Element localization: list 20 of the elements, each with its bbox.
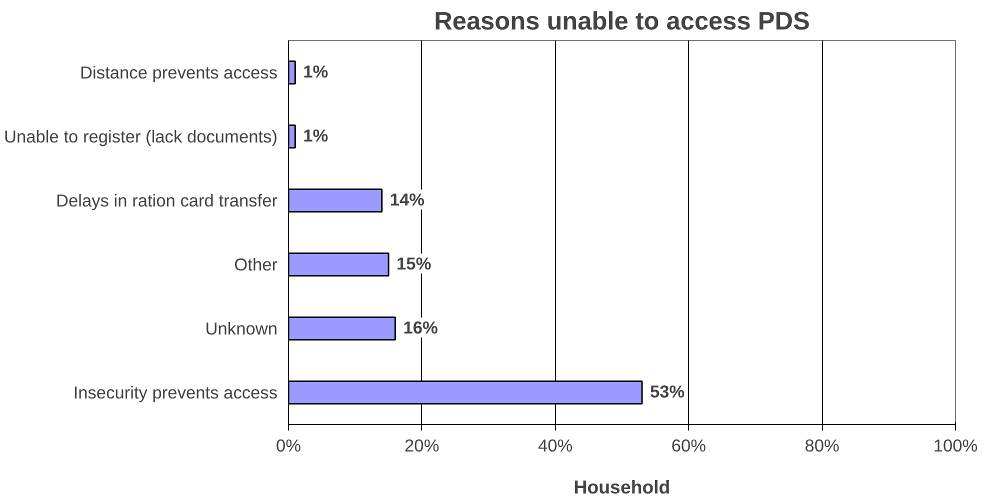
x-tick-label: 100%	[933, 436, 978, 456]
data-label: 15%	[396, 254, 432, 274]
data-label: 16%	[403, 318, 438, 338]
y-tick-label: Unknown	[205, 318, 278, 338]
x-tick-label: 0%	[276, 436, 302, 456]
y-tick-label: Unable to register (lack documents)	[4, 126, 278, 146]
y-tick-label: Insecurity prevents access	[73, 382, 278, 402]
chart-title: Reasons unable to access PDS	[434, 8, 810, 36]
x-tick-label: 40%	[538, 436, 573, 456]
x-tick-label: 20%	[404, 436, 440, 456]
x-tick-label: 60%	[671, 436, 706, 456]
data-label: 53%	[650, 382, 685, 402]
y-tick-label: Delays in ration card transfer	[56, 190, 278, 210]
y-tick-label: Distance prevents access	[80, 62, 278, 82]
x-axis-title: Household	[574, 476, 670, 498]
data-label: 1%	[303, 126, 328, 146]
x-tick-label: 80%	[804, 436, 840, 456]
data-label: 14%	[390, 190, 425, 210]
data-label: 1%	[303, 62, 328, 82]
y-tick-label: Other	[234, 254, 278, 274]
